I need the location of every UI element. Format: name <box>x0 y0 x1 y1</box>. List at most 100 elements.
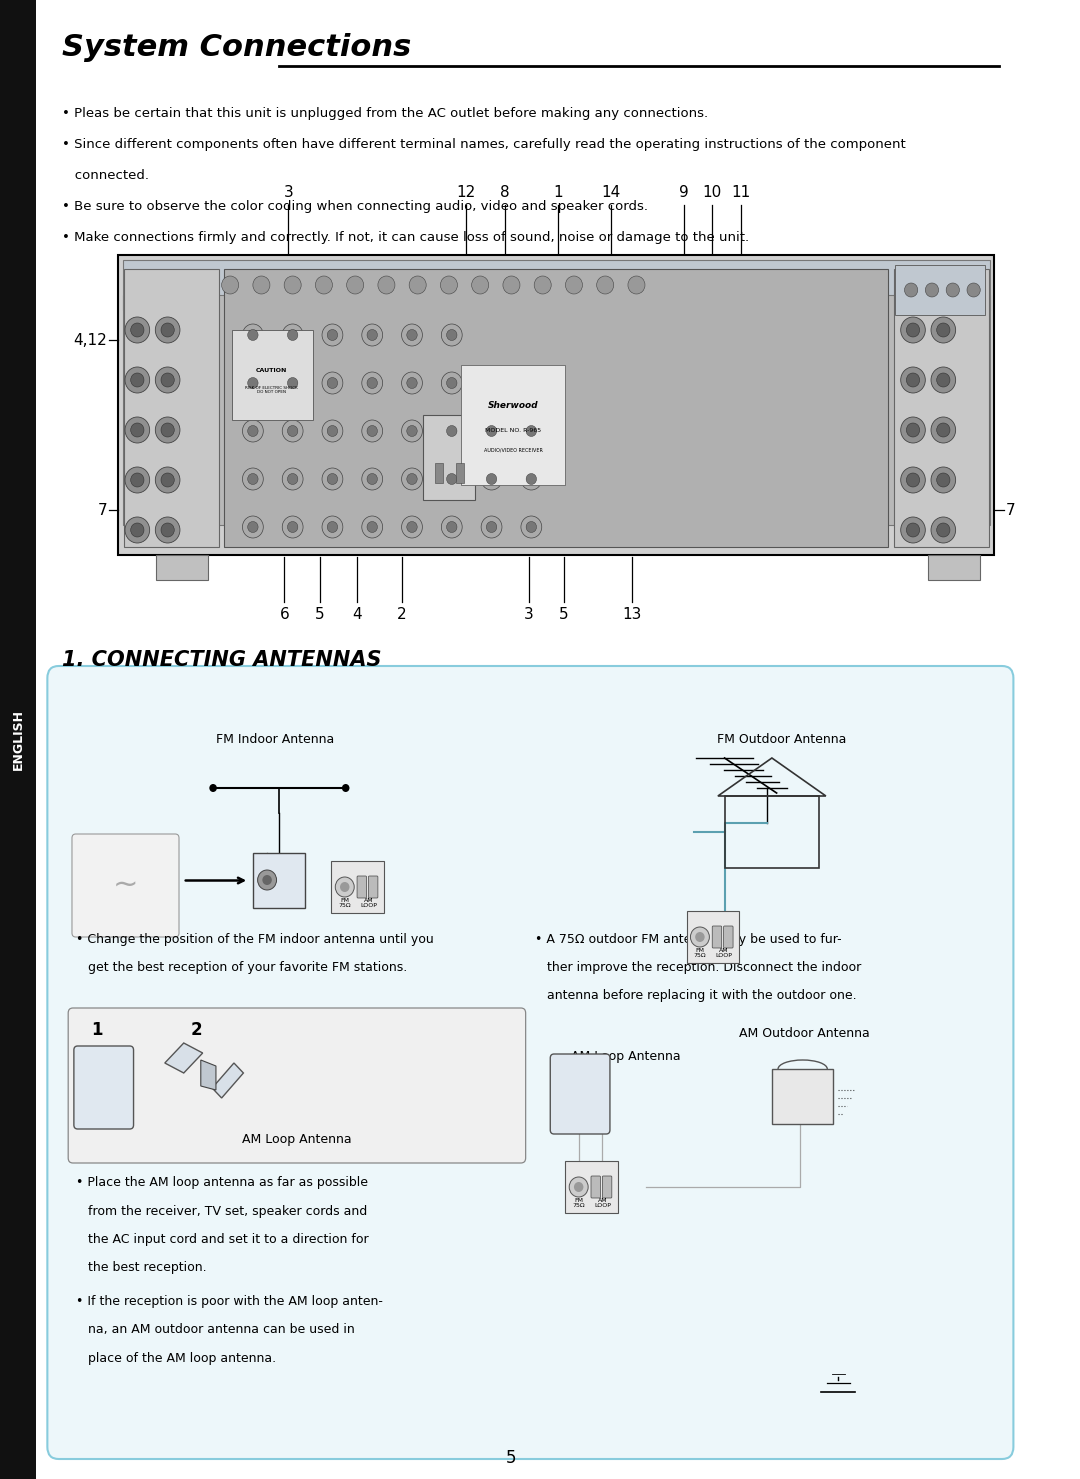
Circle shape <box>696 932 704 942</box>
Text: 1. CONNECTING ANTENNAS: 1. CONNECTING ANTENNAS <box>62 649 381 670</box>
Circle shape <box>521 516 542 538</box>
Circle shape <box>322 467 342 490</box>
Circle shape <box>407 522 417 532</box>
Circle shape <box>262 876 272 884</box>
Circle shape <box>402 516 422 538</box>
Circle shape <box>367 522 377 532</box>
Circle shape <box>156 518 180 543</box>
Circle shape <box>322 420 342 442</box>
Text: 13: 13 <box>622 606 642 623</box>
Circle shape <box>287 522 298 532</box>
Circle shape <box>340 881 350 892</box>
Text: 10: 10 <box>702 185 721 200</box>
Text: • Be sure to observe the color coding when connecting audio, video and speaker c: • Be sure to observe the color coding wh… <box>62 200 648 213</box>
Text: connected.: connected. <box>62 169 149 182</box>
Polygon shape <box>212 1063 243 1097</box>
Circle shape <box>131 322 144 337</box>
Text: 4: 4 <box>352 606 362 623</box>
FancyBboxPatch shape <box>357 876 366 898</box>
Circle shape <box>247 522 258 532</box>
Circle shape <box>362 420 382 442</box>
Circle shape <box>125 417 150 444</box>
Circle shape <box>402 373 422 393</box>
Circle shape <box>161 423 174 436</box>
Circle shape <box>258 870 276 890</box>
Text: 12: 12 <box>457 185 476 200</box>
Circle shape <box>342 784 350 791</box>
Circle shape <box>156 417 180 444</box>
Circle shape <box>131 373 144 387</box>
Text: 2: 2 <box>190 1021 202 1040</box>
Text: the best reception.: the best reception. <box>76 1262 206 1275</box>
Bar <box>725 796 820 868</box>
Circle shape <box>131 524 144 537</box>
Text: 3: 3 <box>284 185 294 200</box>
Circle shape <box>946 282 959 297</box>
Circle shape <box>378 277 395 294</box>
Text: ~: ~ <box>112 871 138 901</box>
Circle shape <box>569 1177 589 1197</box>
Circle shape <box>906 473 920 487</box>
FancyBboxPatch shape <box>68 1009 526 1162</box>
Circle shape <box>931 317 956 343</box>
Bar <box>123 294 989 525</box>
Text: 5: 5 <box>507 1449 516 1467</box>
Text: na, an AM outdoor antenna can be used in: na, an AM outdoor antenna can be used in <box>76 1324 354 1337</box>
Text: 5: 5 <box>558 606 568 623</box>
Bar <box>894 269 989 547</box>
Circle shape <box>442 373 462 393</box>
Circle shape <box>367 377 377 389</box>
Circle shape <box>446 473 457 485</box>
Text: 7: 7 <box>97 503 107 518</box>
Circle shape <box>402 467 422 490</box>
Polygon shape <box>165 1043 203 1072</box>
Text: get the best reception of your favorite FM stations.: get the best reception of your favorite … <box>76 961 407 975</box>
Circle shape <box>362 324 382 346</box>
Circle shape <box>327 426 338 436</box>
Circle shape <box>287 330 298 340</box>
Circle shape <box>221 277 239 294</box>
Polygon shape <box>201 1060 216 1090</box>
Circle shape <box>247 473 258 485</box>
Circle shape <box>407 330 417 340</box>
Circle shape <box>407 473 417 485</box>
Circle shape <box>446 522 457 532</box>
Circle shape <box>906 423 920 436</box>
Bar <box>461 365 566 485</box>
FancyBboxPatch shape <box>48 666 1013 1458</box>
FancyBboxPatch shape <box>72 834 179 938</box>
Text: AM
LOOP: AM LOOP <box>360 898 377 908</box>
Circle shape <box>446 377 457 389</box>
Circle shape <box>253 277 270 294</box>
Circle shape <box>906 524 920 537</box>
Circle shape <box>322 324 342 346</box>
Circle shape <box>481 516 502 538</box>
Circle shape <box>287 426 298 436</box>
Circle shape <box>322 516 342 538</box>
Circle shape <box>441 277 458 294</box>
Circle shape <box>125 467 150 493</box>
Circle shape <box>242 420 264 442</box>
Text: ther improve the reception. Disconnect the indoor: ther improve the reception. Disconnect t… <box>535 961 862 975</box>
Circle shape <box>131 423 144 436</box>
Circle shape <box>327 522 338 532</box>
Text: • Place the AM loop antenna as far as possible: • Place the AM loop antenna as far as po… <box>76 1176 368 1189</box>
Text: 8: 8 <box>500 185 510 200</box>
Circle shape <box>906 322 920 337</box>
Circle shape <box>936 423 950 436</box>
Circle shape <box>931 367 956 393</box>
Bar <box>232 330 312 420</box>
Text: ENGLISH: ENGLISH <box>12 708 25 771</box>
Circle shape <box>472 277 489 294</box>
Bar <box>566 1161 618 1213</box>
Circle shape <box>901 518 926 543</box>
Text: 6: 6 <box>280 606 289 623</box>
Text: • Make connections firmly and correctly. If not, it can cause loss of sound, noi: • Make connections firmly and correctly.… <box>62 231 748 244</box>
Bar <box>0 0 36 1479</box>
Circle shape <box>901 467 926 493</box>
Circle shape <box>446 330 457 340</box>
Circle shape <box>282 516 303 538</box>
Text: AM
LOOP: AM LOOP <box>715 948 732 958</box>
FancyBboxPatch shape <box>724 926 733 948</box>
Circle shape <box>362 373 382 393</box>
